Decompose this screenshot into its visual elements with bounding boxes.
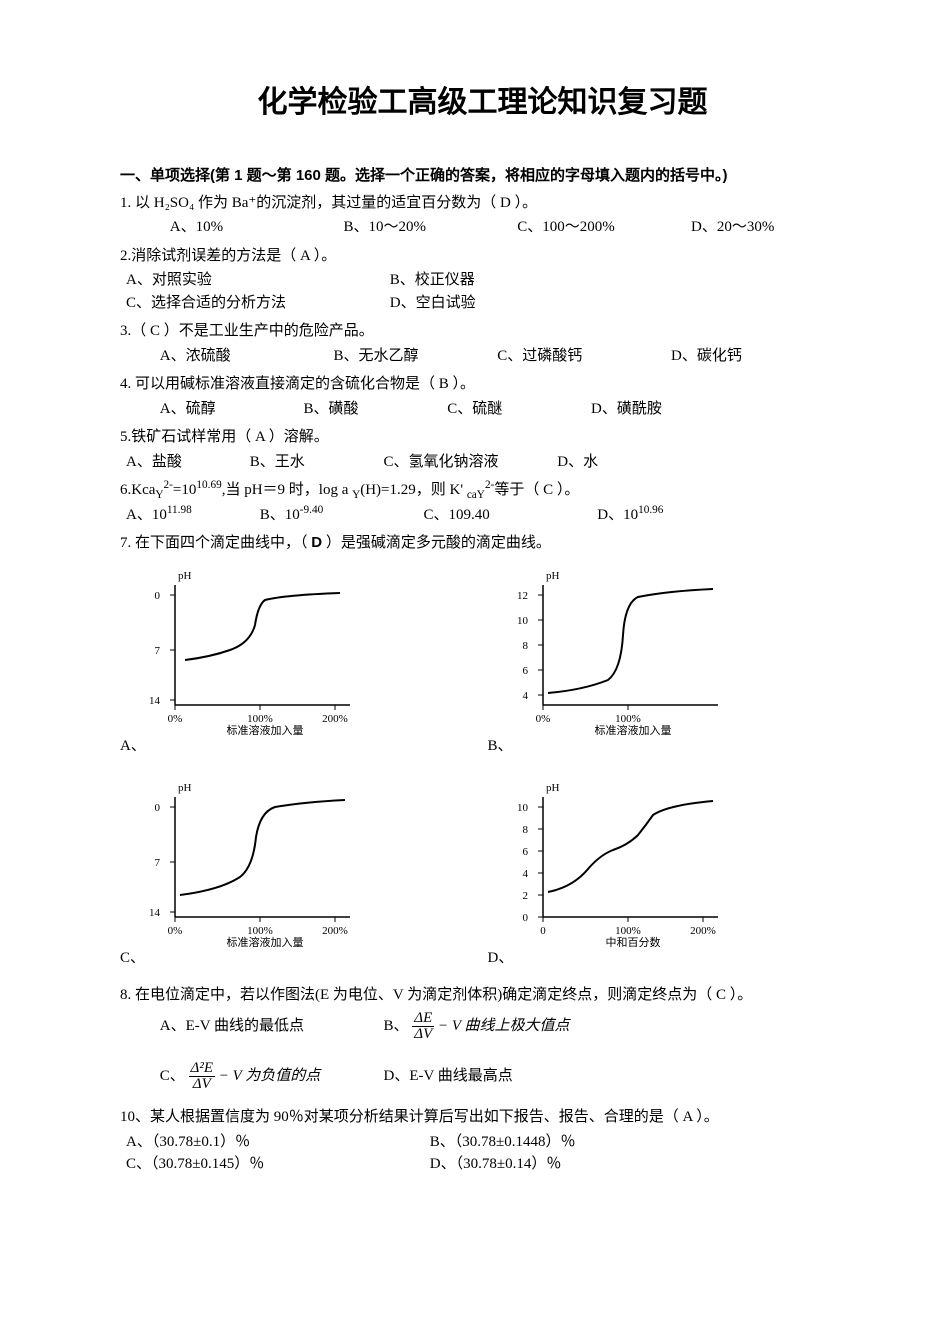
q8-a: A、E-V 曲线的最低点 bbox=[160, 1008, 380, 1044]
question-1: 1. 以 H₂SO₄ 作为 Ba⁺的沉淀剂，其过量的适宜百分数为（ D ）。 bbox=[120, 192, 845, 215]
svg-text:200%: 200% bbox=[322, 713, 348, 725]
svg-text:pH: pH bbox=[546, 570, 560, 582]
q10-a: A、（30.78±0.1）％ bbox=[126, 1131, 426, 1154]
options-2: A、对照实验 B、校正仪器 C、选择合适的分析方法 D、空白试验 bbox=[126, 269, 845, 314]
chart-d-label: D、 bbox=[488, 947, 514, 980]
question-7: 7. 在下面四个滴定曲线中，（ D ）是强碱滴定多元酸的滴定曲线。 bbox=[120, 532, 845, 555]
svg-text:6: 6 bbox=[522, 665, 528, 677]
chart-row-2: pH 0 7 14 0% 100% 200% 标准溶液加入量 C、 pH 0 2… bbox=[120, 777, 845, 980]
options-5: A、盐酸 B、王水 C、氢氧化钠溶液 D、水 bbox=[126, 451, 845, 474]
svg-text:200%: 200% bbox=[322, 925, 348, 937]
svg-text:7: 7 bbox=[155, 857, 161, 869]
options-1: A、10% B、10～20% C、100～200% D、20～30% bbox=[126, 216, 845, 239]
q5-d: D、水 bbox=[557, 451, 598, 474]
svg-text:10: 10 bbox=[517, 802, 529, 814]
question-4: 4. 可以用碱标准溶液直接滴定的含硫化合物是（ B ）。 bbox=[120, 373, 845, 396]
svg-text:14: 14 bbox=[149, 695, 161, 707]
chart-b: pH 4 6 8 10 12 0% 100% 标准溶液加入量 bbox=[488, 565, 748, 735]
svg-text:标准溶液加入量: 标准溶液加入量 bbox=[227, 723, 304, 735]
q4-b: B、磺酸 bbox=[304, 398, 444, 421]
q8-b: B、 ΔEΔV − V 曲线上极大值点 bbox=[384, 1008, 570, 1044]
chart-c-label: C、 bbox=[120, 947, 145, 980]
q1-d: D、20～30% bbox=[691, 216, 774, 239]
svg-text:8: 8 bbox=[522, 640, 528, 652]
question-2: 2.消除试剂误差的方法是（ A ）。 bbox=[120, 245, 845, 268]
question-5: 5.铁矿石试样常用（ A ）溶解。 bbox=[120, 426, 845, 449]
chart-b-label: B、 bbox=[488, 735, 513, 768]
q1-c: C、100～200% bbox=[517, 216, 687, 239]
svg-text:6: 6 bbox=[522, 846, 528, 858]
section-header: 一、单项选择(第 1 题～第 160 题。选择一个正确的答案，将相应的字母填入题… bbox=[120, 165, 845, 188]
question-6: 6.KcaY2-=1010.69,当 pH＝9 时，log a Y(H)=1.2… bbox=[120, 479, 845, 502]
svg-text:8: 8 bbox=[522, 824, 528, 836]
q8-c: C、 Δ²EΔV − V 为负值的点 bbox=[160, 1058, 380, 1094]
svg-text:0: 0 bbox=[155, 590, 161, 602]
svg-text:pH: pH bbox=[178, 782, 192, 794]
q2-a: A、对照实验 bbox=[126, 269, 386, 292]
q2-b: B、校正仪器 bbox=[390, 269, 475, 292]
svg-text:pH: pH bbox=[178, 570, 192, 582]
q6-c: C、109.40 bbox=[424, 504, 594, 527]
q3-b: B、无水乙醇 bbox=[334, 345, 494, 368]
options-8: A、E-V 曲线的最低点 B、 ΔEΔV − V 曲线上极大值点 C、 Δ²EΔ… bbox=[126, 1008, 845, 1094]
svg-text:0%: 0% bbox=[168, 925, 183, 937]
q5-a: A、盐酸 bbox=[126, 451, 246, 474]
svg-text:0%: 0% bbox=[168, 713, 183, 725]
q10-b: B、（30.78±0.1448）％ bbox=[430, 1131, 576, 1154]
q3-a: A、浓硫酸 bbox=[160, 345, 330, 368]
svg-text:标准溶液加入量: 标准溶液加入量 bbox=[227, 935, 304, 947]
svg-text:0: 0 bbox=[540, 925, 546, 937]
q6-b: B、10-9.40 bbox=[260, 504, 420, 527]
svg-text:0: 0 bbox=[522, 912, 528, 924]
q6-d: D、1010.96 bbox=[597, 504, 663, 527]
svg-text:0%: 0% bbox=[535, 713, 550, 725]
svg-text:100%: 100% bbox=[247, 713, 273, 725]
svg-text:200%: 200% bbox=[690, 925, 716, 937]
q4-c: C、硫醚 bbox=[447, 398, 587, 421]
question-3: 3.（ C ）不是工业生产中的危险产品。 bbox=[120, 320, 845, 343]
svg-text:12: 12 bbox=[517, 590, 528, 602]
svg-text:标准溶液加入量: 标准溶液加入量 bbox=[594, 723, 671, 735]
chart-d: pH 0 2 4 6 8 10 0 100% 200% 中和百分数 bbox=[488, 777, 748, 947]
svg-text:2: 2 bbox=[522, 890, 528, 902]
page-title: 化学检验工高级工理论知识复习题 bbox=[120, 80, 845, 125]
q3-d: D、碳化钙 bbox=[671, 345, 742, 368]
question-8: 8. 在电位滴定中，若以作图法(E 为电位、V 为滴定剂体积)确定滴定终点，则滴… bbox=[120, 984, 845, 1007]
q1-a: A、10% bbox=[170, 216, 340, 239]
q10-d: D、（30.78±0.14）％ bbox=[430, 1153, 562, 1176]
chart-a-label: A、 bbox=[120, 735, 146, 768]
q3-c: C、过磷酸钙 bbox=[497, 345, 667, 368]
svg-text:14: 14 bbox=[149, 907, 161, 919]
q1-b: B、10～20% bbox=[344, 216, 514, 239]
options-10: A、（30.78±0.1）％ B、（30.78±0.1448）％ C、（30.7… bbox=[126, 1131, 845, 1176]
svg-text:中和百分数: 中和百分数 bbox=[605, 936, 660, 947]
options-3: A、浓硫酸 B、无水乙醇 C、过磷酸钙 D、碳化钙 bbox=[126, 345, 845, 368]
svg-text:100%: 100% bbox=[615, 713, 641, 725]
svg-text:100%: 100% bbox=[247, 925, 273, 937]
q5-b: B、王水 bbox=[250, 451, 380, 474]
chart-row-1: pH 0 7 14 0% 100% 200% 标准溶液加入量 A、 pH 4 6… bbox=[120, 565, 845, 768]
svg-text:10: 10 bbox=[517, 615, 529, 627]
q2-c: C、选择合适的分析方法 bbox=[126, 292, 386, 315]
q6-a: A、1011.98 bbox=[126, 504, 256, 527]
q2-d: D、空白试验 bbox=[390, 292, 476, 315]
svg-text:0: 0 bbox=[155, 802, 161, 814]
options-4: A、硫醇 B、磺酸 C、硫醚 D、磺酰胺 bbox=[126, 398, 845, 421]
q5-c: C、氢氧化钠溶液 bbox=[384, 451, 554, 474]
chart-a: pH 0 7 14 0% 100% 200% 标准溶液加入量 bbox=[120, 565, 380, 735]
svg-text:4: 4 bbox=[522, 868, 528, 880]
q8-d: D、E-V 曲线最高点 bbox=[384, 1058, 513, 1094]
svg-text:pH: pH bbox=[546, 782, 560, 794]
svg-text:4: 4 bbox=[522, 690, 528, 702]
chart-c: pH 0 7 14 0% 100% 200% 标准溶液加入量 bbox=[120, 777, 380, 947]
q10-c: C、（30.78±0.145）％ bbox=[126, 1153, 426, 1176]
svg-text:7: 7 bbox=[155, 645, 161, 657]
q4-a: A、硫醇 bbox=[160, 398, 300, 421]
question-10: 10、某人根据置信度为 90％对某项分析结果计算后写出如下报告、报告、合理的是（… bbox=[120, 1106, 845, 1129]
svg-text:100%: 100% bbox=[615, 925, 641, 937]
q4-d: D、磺酰胺 bbox=[591, 398, 662, 421]
options-6: A、1011.98 B、10-9.40 C、109.40 D、1010.96 bbox=[126, 504, 845, 527]
